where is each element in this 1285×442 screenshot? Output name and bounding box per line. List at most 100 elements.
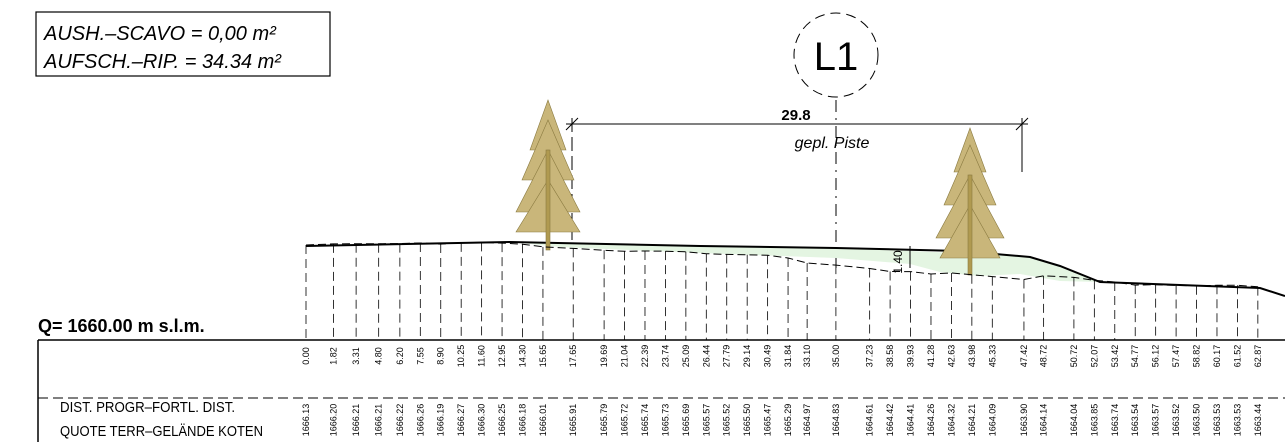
distance: 37.23 xyxy=(865,345,875,368)
area-box xyxy=(35,11,331,77)
depth-label: 1.40 xyxy=(891,250,905,274)
distance: 52.07 xyxy=(1089,345,1099,368)
elevation: 1666.18 xyxy=(518,404,528,437)
distance: 33.10 xyxy=(802,345,812,368)
fill-zone xyxy=(510,242,1100,282)
section-circle xyxy=(793,12,879,98)
terrain xyxy=(305,241,1258,288)
elevation: 1663.85 xyxy=(1089,404,1099,437)
elevation: 1665.91 xyxy=(568,404,578,437)
distance: 54.77 xyxy=(1130,345,1140,368)
distance: 1.82 xyxy=(329,347,339,365)
distance: 42.63 xyxy=(946,345,956,368)
tick xyxy=(1015,117,1029,131)
elevation: 1664.42 xyxy=(885,404,895,437)
elevation: 1663.44 xyxy=(1253,404,1263,437)
elevation: 1663.53 xyxy=(1232,404,1242,437)
elevation: 1666.01 xyxy=(538,404,548,437)
section-label: L1 xyxy=(814,35,859,79)
distance: 62.87 xyxy=(1253,345,1263,368)
elevation: 1663.50 xyxy=(1192,404,1202,437)
tick xyxy=(565,117,579,131)
elevation: 1663.57 xyxy=(1151,404,1161,437)
elevation: 1664.21 xyxy=(967,404,977,437)
distance: 56.12 xyxy=(1151,345,1161,368)
elevation: 1665.69 xyxy=(681,404,691,437)
distance: 31.84 xyxy=(783,345,793,368)
elevation: 1666.21 xyxy=(351,404,361,437)
distance: 50.72 xyxy=(1069,345,1079,368)
elevation: 1663.53 xyxy=(1212,404,1222,437)
distance: 47.42 xyxy=(1019,345,1029,368)
elevation: 1666.20 xyxy=(329,404,339,437)
track-label: gepl. Piste xyxy=(795,135,870,152)
distance: 19.69 xyxy=(599,345,609,368)
distance: 7.55 xyxy=(415,347,425,365)
elevation: 1665.47 xyxy=(763,404,773,437)
distance: 0.00 xyxy=(301,347,311,365)
elevation: 1664.97 xyxy=(802,404,812,437)
distance: 10.25 xyxy=(456,345,466,368)
distance: 43.98 xyxy=(967,345,977,368)
datum: Q= 1660.00 m s.l.m. xyxy=(38,316,205,336)
distance: 35.00 xyxy=(831,345,841,368)
distance: 22.39 xyxy=(640,345,650,368)
distance: 23.74 xyxy=(660,345,670,368)
elevation: 1664.14 xyxy=(1039,404,1049,437)
excavation-area: AUSH.–SCAVO = 0,00 m² xyxy=(43,23,277,45)
elevation: 1664.26 xyxy=(926,404,936,437)
elevation: 1664.09 xyxy=(987,404,997,437)
elevation: 1665.57 xyxy=(701,404,711,437)
distance: 58.82 xyxy=(1192,345,1202,368)
elevation: 1665.52 xyxy=(722,404,732,437)
elevation: 1666.19 xyxy=(436,404,446,437)
elevation: 1665.73 xyxy=(660,404,670,437)
distance: 3.31 xyxy=(351,347,361,365)
distance: 8.90 xyxy=(436,347,446,365)
elevation: 1663.74 xyxy=(1110,404,1120,437)
distance: 39.93 xyxy=(906,345,916,368)
elevation: 1665.72 xyxy=(620,404,630,437)
elevation-row-label: QUOTE TERR–GELÄNDE KOTEN xyxy=(60,423,263,440)
distance: 53.42 xyxy=(1110,345,1120,368)
elevation: 1666.27 xyxy=(456,404,466,437)
tree xyxy=(935,127,1005,276)
distance: 21.04 xyxy=(620,345,630,368)
distance: 6.20 xyxy=(395,347,405,365)
distance: 11.60 xyxy=(477,345,487,367)
elevation: 1666.21 xyxy=(374,404,384,437)
distance: 17.65 xyxy=(568,345,578,368)
elevation: 1665.79 xyxy=(599,404,609,437)
distance: 48.72 xyxy=(1039,345,1049,368)
distance: 4.80 xyxy=(374,347,384,365)
elevation: 1666.25 xyxy=(497,404,507,437)
distance: 27.79 xyxy=(722,345,732,368)
elevation: 1664.61 xyxy=(865,404,875,437)
distance: 29.14 xyxy=(742,345,752,368)
elevation: 1666.26 xyxy=(415,404,425,437)
distance: 12.95 xyxy=(497,345,507,368)
elevation: 1664.41 xyxy=(906,404,916,437)
distance: 14.30 xyxy=(518,345,528,368)
elevation: 1663.54 xyxy=(1130,404,1140,437)
distance: 30.49 xyxy=(763,345,773,368)
elevation: 1663.52 xyxy=(1171,404,1181,437)
elevation: 1666.30 xyxy=(477,404,487,437)
distance: 41.28 xyxy=(926,345,936,368)
tree xyxy=(515,99,581,251)
elevation: 1663.90 xyxy=(1019,404,1029,437)
elevation: 1665.50 xyxy=(742,404,752,437)
distance-row-label: DIST. PROGR–FORTL. DIST. xyxy=(60,399,235,416)
elevation: 1665.74 xyxy=(640,404,650,437)
distance: 57.47 xyxy=(1171,345,1181,368)
elevation: 1664.83 xyxy=(831,404,841,437)
distance: 45.33 xyxy=(987,345,997,368)
elevation: 1666.22 xyxy=(395,404,405,437)
elevation: 1666.13 xyxy=(301,404,311,437)
fill-area: AUFSCH.–RIP. = 34.34 m² xyxy=(43,51,282,73)
elevation: 1664.04 xyxy=(1069,404,1079,437)
elevation: 1665.29 xyxy=(783,404,793,437)
elevation: 1664.32 xyxy=(946,404,956,437)
distance: 38.58 xyxy=(885,345,895,368)
